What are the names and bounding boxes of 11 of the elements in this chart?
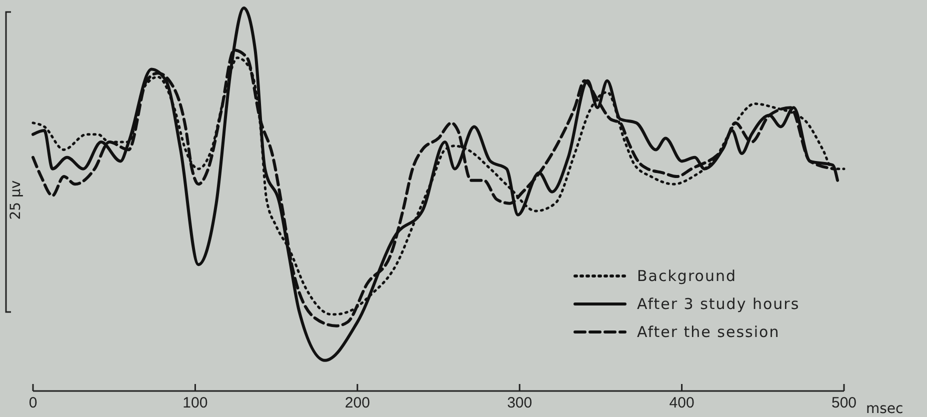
legend-label: Background [637, 267, 736, 285]
x-axis-title: msec [866, 401, 904, 417]
x-tick-label: 100 [182, 394, 208, 412]
legend-label: After the session [637, 323, 780, 341]
x-tick-label: 200 [344, 394, 370, 412]
y-axis-title: 25 µv [8, 180, 24, 220]
legend-label: After 3 study hours [637, 295, 800, 313]
x-tick-label: 500 [831, 394, 857, 412]
x-tick-label: 300 [507, 394, 532, 412]
x-tick-label: 400 [669, 394, 694, 412]
x-tick-label: 0 [28, 394, 38, 412]
